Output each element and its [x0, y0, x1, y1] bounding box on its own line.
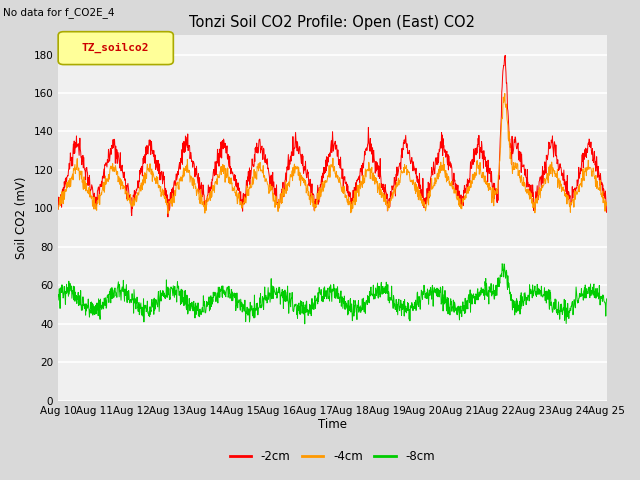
Text: No data for f_CO2E_4: No data for f_CO2E_4 — [3, 7, 115, 18]
-8cm — [54, 297, 62, 303]
-2cm — [603, 209, 611, 215]
-4cm — [501, 91, 509, 96]
-2cm — [501, 52, 509, 58]
-4cm — [603, 202, 611, 208]
-2cm — [163, 202, 171, 207]
Title: Tonzi Soil CO2 Profile: Open (East) CO2: Tonzi Soil CO2 Profile: Open (East) CO2 — [189, 15, 476, 30]
Line: -2cm: -2cm — [58, 55, 607, 217]
X-axis label: Time: Time — [318, 419, 347, 432]
-2cm — [164, 214, 172, 220]
-2cm — [54, 206, 62, 212]
-4cm — [538, 182, 546, 188]
-4cm — [238, 205, 246, 211]
-8cm — [176, 288, 184, 294]
-8cm — [237, 303, 245, 309]
FancyBboxPatch shape — [58, 32, 173, 65]
-4cm — [164, 211, 172, 216]
-2cm — [238, 204, 246, 210]
-4cm — [177, 178, 184, 184]
-8cm — [301, 321, 308, 327]
-2cm — [538, 174, 546, 180]
-8cm — [163, 292, 171, 298]
Y-axis label: Soil CO2 (mV): Soil CO2 (mV) — [15, 177, 28, 259]
-8cm — [418, 290, 426, 296]
Text: TZ_soilco2: TZ_soilco2 — [82, 43, 150, 53]
-4cm — [54, 206, 62, 212]
-8cm — [538, 293, 546, 299]
-2cm — [418, 192, 426, 198]
-4cm — [418, 200, 426, 206]
-2cm — [177, 159, 184, 165]
Line: -8cm: -8cm — [58, 264, 607, 324]
-2cm — [490, 180, 497, 186]
Line: -4cm: -4cm — [58, 94, 607, 214]
-8cm — [603, 296, 611, 302]
-4cm — [490, 198, 497, 204]
-4cm — [163, 202, 171, 208]
-8cm — [499, 261, 506, 266]
-8cm — [490, 282, 497, 288]
Legend: -2cm, -4cm, -8cm: -2cm, -4cm, -8cm — [225, 445, 440, 468]
